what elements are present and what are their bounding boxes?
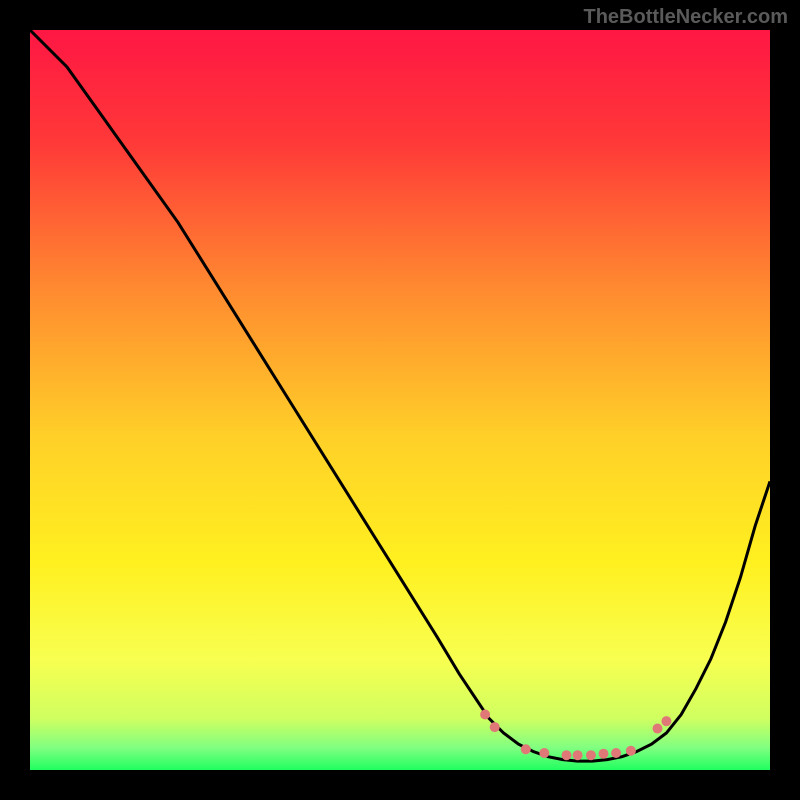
data-marker xyxy=(586,750,596,760)
data-marker xyxy=(490,722,500,732)
data-marker xyxy=(599,749,609,759)
data-marker xyxy=(653,724,663,734)
data-marker xyxy=(611,748,621,758)
data-marker xyxy=(521,744,531,754)
chart-svg xyxy=(30,30,770,770)
data-marker xyxy=(661,716,671,726)
data-marker xyxy=(562,750,572,760)
chart-plot-area xyxy=(30,30,770,770)
gradient-background xyxy=(30,30,770,770)
data-marker xyxy=(626,746,636,756)
watermark-text: TheBottleNecker.com xyxy=(583,6,788,29)
data-marker xyxy=(539,748,549,758)
data-marker xyxy=(480,710,490,720)
data-marker xyxy=(573,750,583,760)
